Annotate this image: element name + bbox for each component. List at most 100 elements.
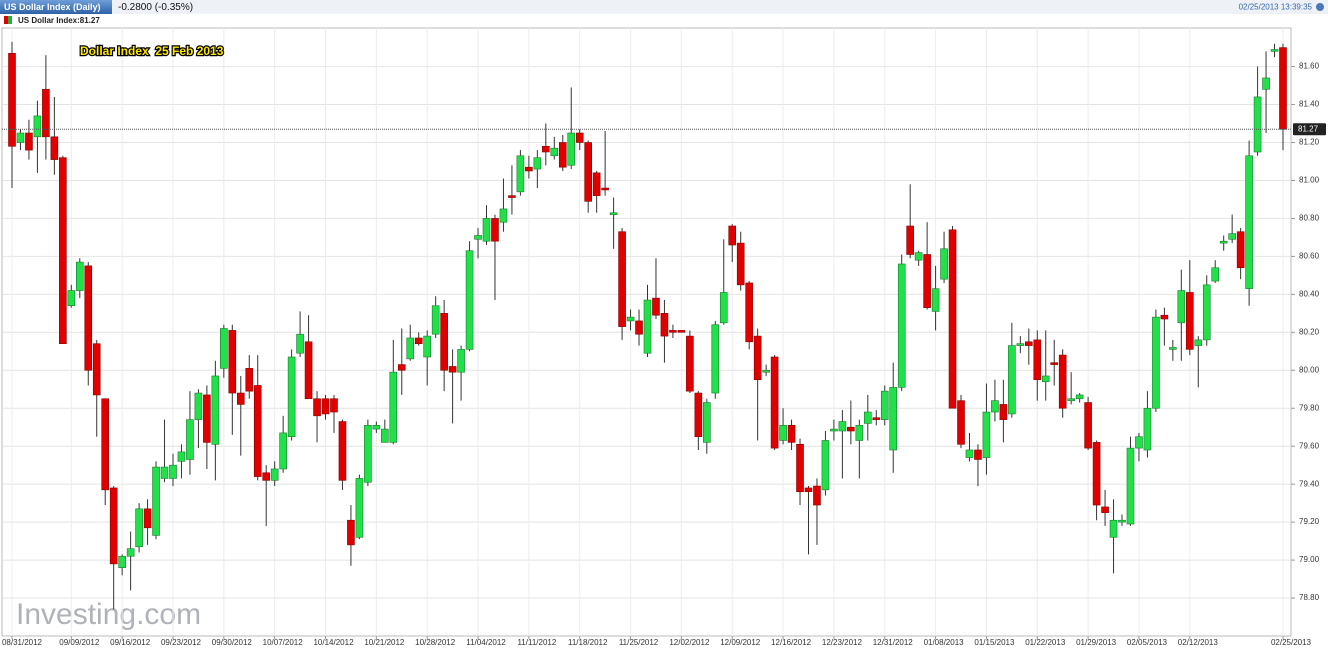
- y-tick-label: 81.60: [1299, 62, 1320, 71]
- candle-body: [1025, 341, 1033, 346]
- x-tick-label: 11/18/2012: [568, 638, 608, 647]
- candle-body: [677, 330, 686, 333]
- candle-body: [67, 290, 76, 307]
- candle-body: [1092, 442, 1101, 506]
- candle-body: [991, 400, 999, 413]
- candle-body: [864, 411, 872, 424]
- last-price-box: [1293, 123, 1326, 136]
- x-tick-label: 10/21/2012: [364, 638, 405, 647]
- candle-body: [169, 464, 177, 479]
- candle-body: [135, 508, 143, 548]
- candle-body: [25, 132, 33, 151]
- candle-body: [1118, 519, 1126, 523]
- candle-body: [1152, 316, 1160, 409]
- candle-body: [753, 335, 762, 381]
- candle-body: [1067, 398, 1075, 401]
- y-tick-label: 81.20: [1299, 138, 1320, 147]
- candle-body: [1050, 362, 1059, 365]
- tab[interactable]: [0, 0, 112, 14]
- candle-body: [880, 390, 889, 420]
- candle-body: [711, 324, 720, 394]
- candle-body: [84, 265, 93, 371]
- candle-body: [584, 142, 592, 202]
- candle-body: [745, 282, 753, 343]
- candle-body: [719, 292, 728, 324]
- candle-body: [372, 425, 381, 430]
- y-tick-label: 81.00: [1299, 176, 1320, 185]
- y-tick-label: 80.60: [1299, 251, 1320, 260]
- candle-body: [1236, 231, 1245, 269]
- candle-body: [787, 425, 796, 443]
- y-tick-label: 79.00: [1299, 555, 1320, 564]
- candle-body: [779, 425, 787, 441]
- candle-body: [364, 425, 372, 483]
- settings-button[interactable]: [1316, 3, 1324, 11]
- candle-body: [228, 330, 237, 394]
- candle-body: [389, 371, 398, 443]
- candle-body: [1101, 506, 1109, 513]
- candle-body: [1219, 240, 1228, 244]
- candle-body: [491, 218, 499, 242]
- legend-bar: [0, 14, 1328, 27]
- candle-body: [8, 52, 16, 147]
- candle-body: [872, 417, 881, 420]
- candle-body: [1211, 267, 1220, 282]
- watermark: Investing.com: [16, 598, 201, 631]
- candle-body: [321, 398, 330, 415]
- y-tick-label: 81.40: [1299, 100, 1320, 109]
- candle-body: [279, 432, 287, 470]
- candle-body: [855, 425, 864, 441]
- candle-body: [1109, 519, 1118, 538]
- candle-body: [1262, 77, 1270, 90]
- candle-body: [635, 320, 643, 335]
- candle-body: [355, 478, 364, 538]
- candle-body: [1245, 155, 1253, 289]
- candle-body: [236, 392, 245, 405]
- candle-body: [287, 356, 296, 438]
- candle-body: [474, 235, 482, 240]
- y-tick-label: 79.40: [1299, 479, 1320, 488]
- candle-body: [465, 250, 474, 350]
- candle-body: [262, 472, 271, 481]
- candle-body: [126, 548, 135, 557]
- candle-body: [567, 132, 576, 166]
- candle-body: [406, 337, 415, 360]
- candles: 81.27: [2, 41, 1326, 610]
- x-tick-label: 10/28/2012: [415, 638, 456, 647]
- candle-body: [813, 485, 821, 506]
- candle-body: [1084, 402, 1092, 449]
- candle-body: [694, 392, 703, 438]
- y-tick-label: 80.00: [1299, 365, 1320, 374]
- candle-body: [1016, 343, 1025, 346]
- candle-body: [101, 398, 110, 491]
- y-tick-label: 80.20: [1299, 327, 1320, 336]
- y-tick-label: 78.80: [1299, 593, 1320, 602]
- x-tick-label: 10/14/2012: [313, 638, 354, 647]
- candle-body: [847, 426, 855, 432]
- candle-body: [948, 229, 957, 409]
- candle-body: [414, 337, 423, 344]
- candle-body: [431, 305, 440, 335]
- candle-body: [1008, 345, 1016, 415]
- candle-body: [338, 421, 347, 481]
- x-tick-label: 09/09/2012: [59, 638, 100, 647]
- candle-body: [33, 115, 42, 138]
- candle-body: [762, 369, 770, 373]
- candle-body: [592, 172, 601, 196]
- candle-body: [550, 147, 559, 157]
- y-tick-label: 80.40: [1299, 289, 1320, 298]
- candle-body: [92, 343, 101, 396]
- candle-body: [1041, 375, 1050, 382]
- legend: US Dollar Index:81.27: [18, 16, 100, 25]
- y-tick-label: 79.20: [1299, 517, 1320, 526]
- candle-body: [245, 368, 254, 392]
- candle-body: [686, 335, 694, 392]
- candle-body: [703, 402, 711, 443]
- candle-body: [152, 466, 160, 536]
- candle-body: [1202, 284, 1211, 341]
- timestamp: 02/25/2013 13:39:35: [1239, 3, 1313, 12]
- candle-body: [830, 428, 838, 432]
- candle-body: [220, 328, 228, 369]
- candle-body: [736, 242, 745, 286]
- candle-body: [508, 195, 516, 198]
